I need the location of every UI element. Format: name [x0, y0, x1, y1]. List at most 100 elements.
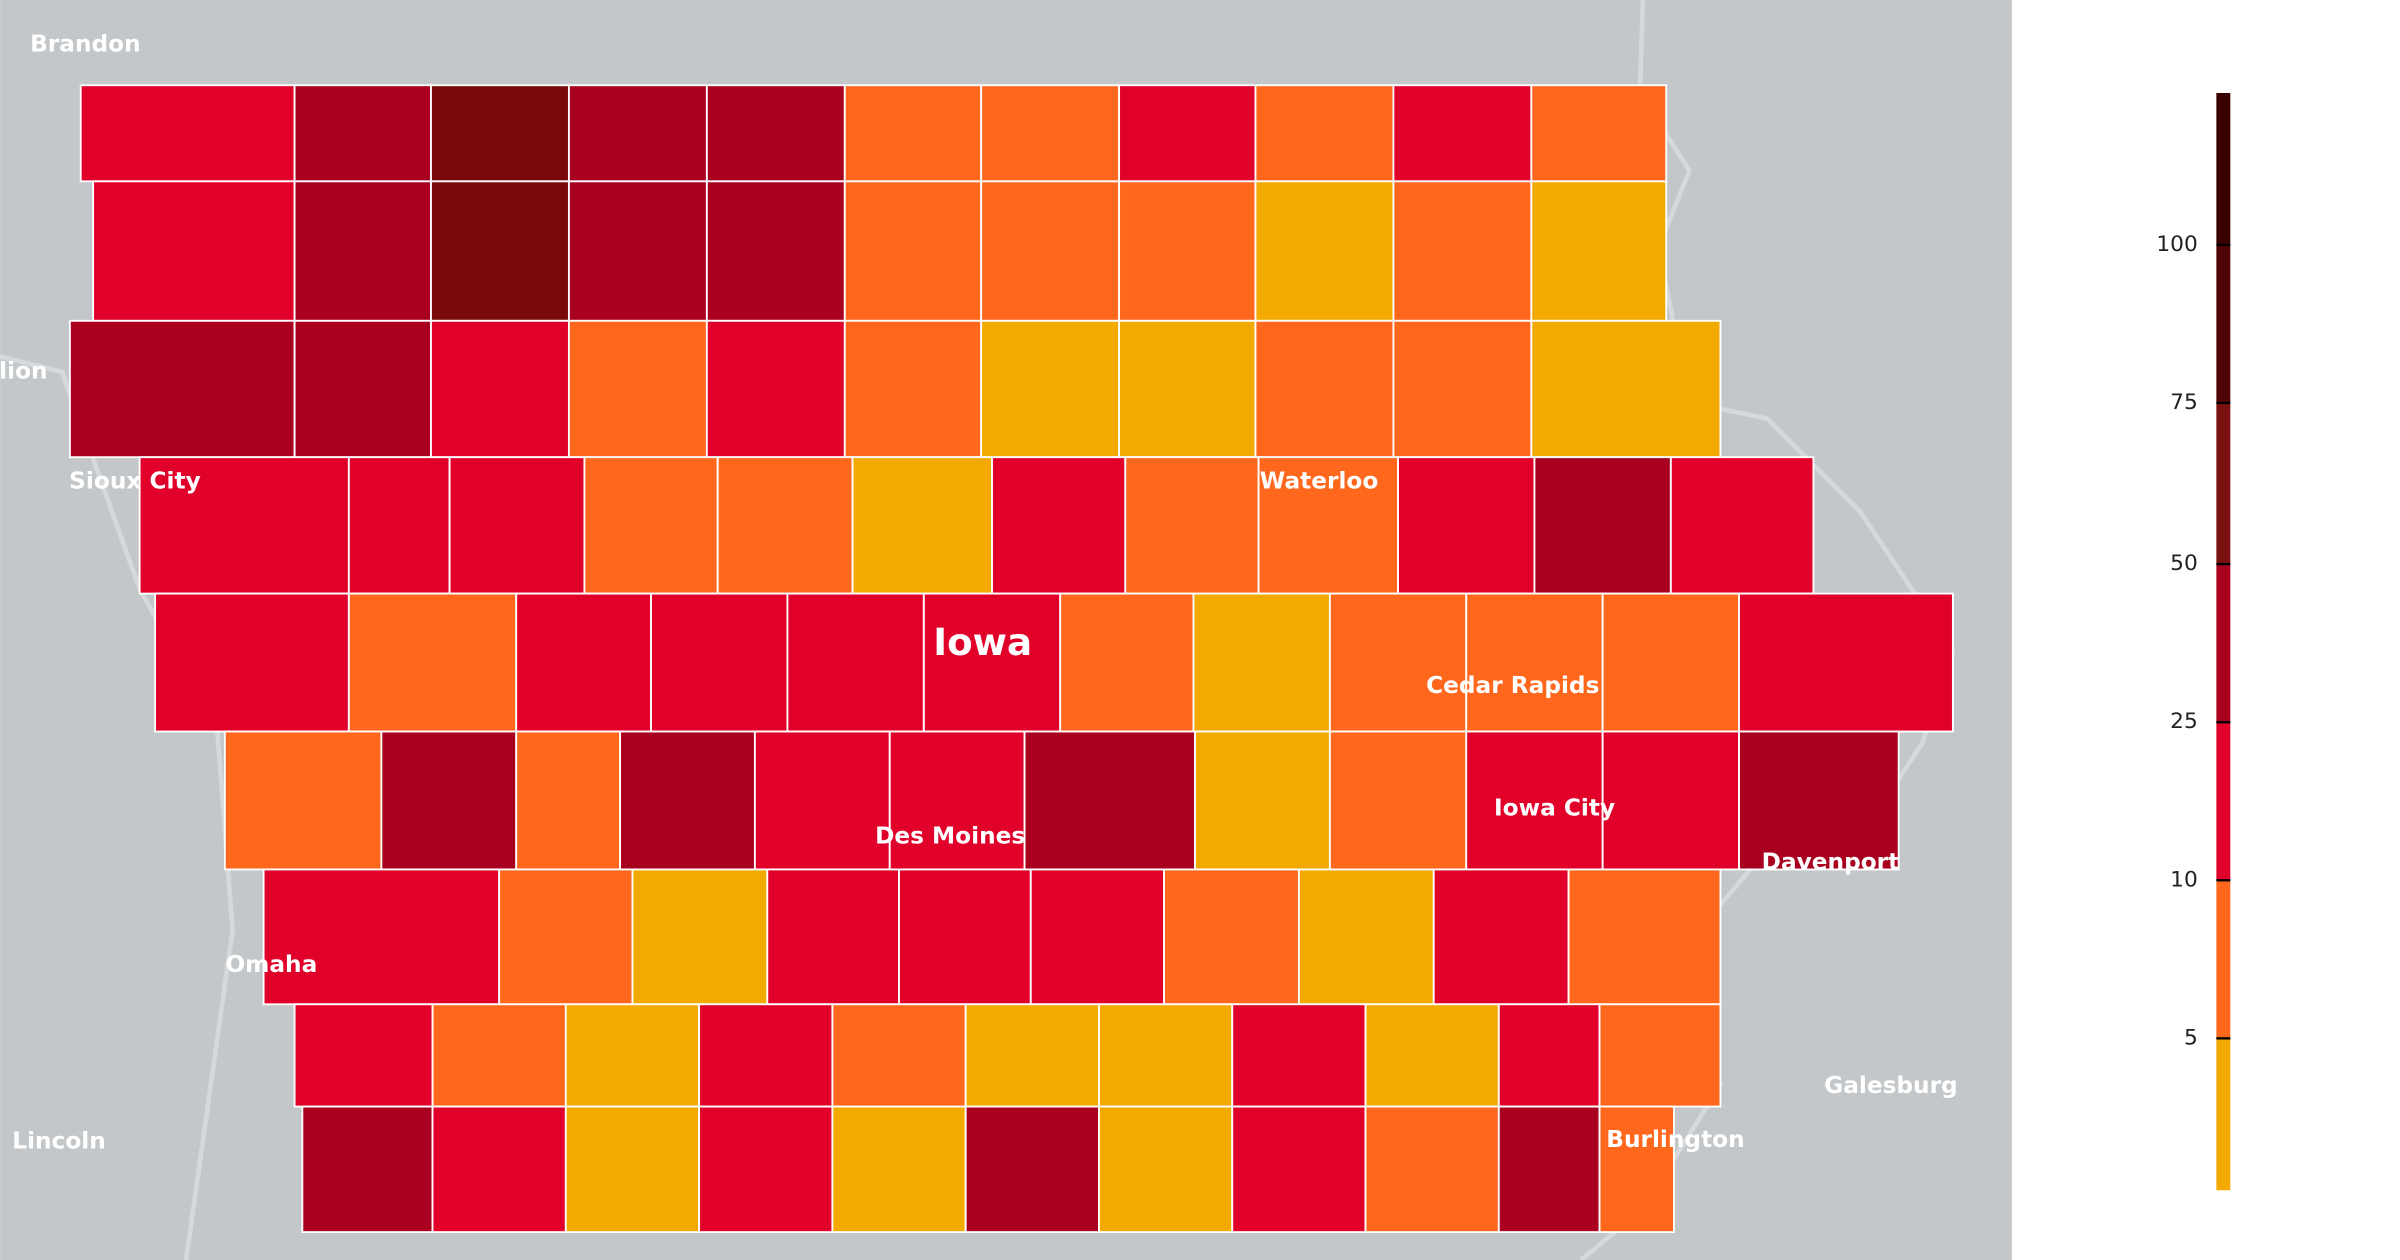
- county: [1598, 1105, 1675, 1234]
- legend-tick-label: 100: [2156, 232, 2197, 257]
- legend-tick-label: 25: [2170, 709, 2198, 734]
- county: [583, 456, 719, 595]
- county: [1738, 730, 1900, 871]
- legend-tick-label: 10: [2170, 867, 2198, 892]
- county: [1192, 592, 1331, 733]
- place-label: Waterloo: [1260, 467, 1379, 494]
- county: [293, 1003, 434, 1108]
- county: [631, 868, 769, 1006]
- county: [92, 180, 296, 322]
- place-label: Des Moines: [875, 822, 1025, 849]
- county: [567, 180, 708, 322]
- county: [1497, 1003, 1601, 1108]
- county: [766, 868, 900, 1006]
- county: [1254, 319, 1395, 459]
- county: [431, 1003, 567, 1108]
- county: [515, 730, 621, 871]
- county: [1497, 1105, 1601, 1234]
- legend-swatch: [2216, 564, 2231, 723]
- county: [1432, 868, 1570, 1006]
- legend: 100 75 50 25 10 5: [2156, 92, 2231, 1191]
- county: [1392, 84, 1533, 183]
- labels: Iowa Brandon lion Sioux City Waterloo Cedar R…: [0, 30, 1958, 1154]
- county: [347, 592, 518, 733]
- place-label: Burlington: [1606, 1126, 1744, 1153]
- county: [705, 84, 846, 183]
- county: [619, 730, 756, 871]
- county: [1601, 592, 1740, 733]
- county: [831, 1105, 967, 1234]
- county: [1397, 456, 1536, 595]
- legend-tick-label: 50: [2170, 551, 2198, 576]
- county: [1328, 592, 1468, 733]
- county: [293, 180, 432, 322]
- county: [1601, 730, 1740, 871]
- county: [430, 180, 570, 322]
- county: [1194, 730, 1331, 871]
- county: [564, 1105, 701, 1234]
- state-label: Iowa: [933, 620, 1032, 664]
- county: [68, 319, 296, 459]
- county: [567, 319, 708, 459]
- county: [1029, 868, 1165, 1006]
- county: [448, 456, 586, 595]
- county: [831, 1003, 967, 1108]
- county: [1163, 868, 1300, 1006]
- county: [716, 456, 854, 595]
- county: [1098, 1003, 1234, 1108]
- place-label: Sioux City: [69, 467, 201, 494]
- county: [698, 1105, 834, 1234]
- county: [1118, 319, 1257, 459]
- county: [1231, 1003, 1367, 1108]
- county: [786, 592, 925, 733]
- county: [843, 180, 983, 322]
- county: [705, 319, 846, 459]
- county: [380, 730, 518, 871]
- county: [430, 319, 570, 459]
- county: [698, 1003, 834, 1108]
- county: [567, 84, 708, 183]
- county: [1328, 730, 1468, 871]
- county: [293, 84, 432, 183]
- county: [1533, 456, 1672, 595]
- county: [1530, 180, 1668, 322]
- legend-swatch: [2216, 1038, 2231, 1191]
- county: [154, 592, 350, 733]
- county: [1465, 730, 1604, 871]
- county: [888, 730, 1026, 871]
- county: [980, 180, 1121, 322]
- county: [1392, 319, 1533, 459]
- place-label: Davenport: [1762, 849, 1900, 876]
- county: [498, 868, 634, 1006]
- county: [1257, 456, 1399, 595]
- county: [1118, 180, 1257, 322]
- legend-swatch: [2216, 722, 2231, 881]
- county: [293, 319, 432, 459]
- county: [1530, 319, 1722, 459]
- county: [650, 592, 789, 733]
- county: [1364, 1105, 1500, 1234]
- county: [1254, 180, 1395, 322]
- county: [564, 1003, 701, 1108]
- county: [843, 319, 983, 459]
- county: [843, 84, 983, 183]
- county: [1254, 84, 1395, 183]
- county: [515, 592, 652, 733]
- place-label: Cedar Rapids: [1426, 672, 1599, 699]
- county: [347, 456, 451, 595]
- county: [1669, 456, 1815, 595]
- county: [1124, 456, 1260, 595]
- county: [1364, 1003, 1500, 1108]
- county: [431, 1105, 567, 1234]
- county: [1231, 1105, 1367, 1234]
- county: [262, 868, 501, 1006]
- place-label: Galesburg: [1824, 1072, 1958, 1099]
- county: [1567, 868, 1722, 1006]
- county: [1392, 180, 1533, 322]
- place-label: Brandon: [30, 30, 141, 57]
- county: [223, 730, 383, 871]
- counties: [68, 84, 1954, 1234]
- legend-tick-label: 75: [2170, 390, 2198, 415]
